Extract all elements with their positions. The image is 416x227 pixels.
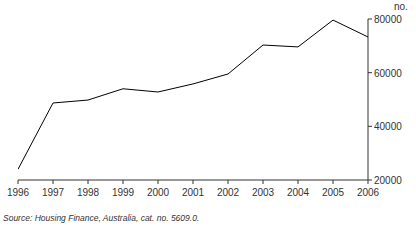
x-tick-label: 2000 [147, 187, 170, 198]
y-tick [368, 19, 372, 20]
x-tick [298, 180, 299, 184]
x-tick-label: 1999 [112, 187, 135, 198]
plot-area [18, 20, 368, 169]
x-tick [158, 180, 159, 184]
x-tick [368, 180, 369, 184]
x-tick-label: 2005 [322, 187, 345, 198]
x-tick [333, 180, 334, 184]
x-tick [88, 180, 89, 184]
x-tick-label: 2001 [182, 187, 205, 198]
data-line [18, 20, 368, 169]
x-tick [53, 180, 54, 184]
x-tick-label: 2002 [217, 187, 240, 198]
x-tick [193, 180, 194, 184]
y-tick-label: 40000 [374, 121, 402, 132]
chart-container: 1996 1997 1998 1999 2000 2001 2002 2003 2004 2005… [0, 0, 416, 227]
x-tick-label: 2004 [287, 187, 310, 198]
source-note: Source: Housing Finance, Australia, cat.… [3, 213, 199, 223]
x-tick-label: 1996 [7, 187, 30, 198]
x-tick [263, 180, 264, 184]
y-axis-label: no. [394, 1, 408, 12]
y-tick-label: 20000 [374, 175, 402, 186]
y-tick [368, 72, 372, 73]
x-tick-label: 2003 [252, 187, 275, 198]
x-tick-label: 1998 [77, 187, 100, 198]
chart-svg: 1996 1997 1998 1999 2000 2001 2002 2003 2004 2005… [0, 0, 416, 227]
y-tick-label: 60000 [374, 68, 402, 79]
x-tick [18, 180, 19, 184]
y-tick-label: 80000 [374, 14, 402, 25]
y-axis-line [368, 19, 369, 180]
y-tick [368, 180, 372, 181]
x-tick [228, 180, 229, 184]
x-tick-label: 1997 [42, 187, 65, 198]
y-tick [368, 126, 372, 127]
x-tick-label: 2006 [357, 187, 380, 198]
x-tick [123, 180, 124, 184]
